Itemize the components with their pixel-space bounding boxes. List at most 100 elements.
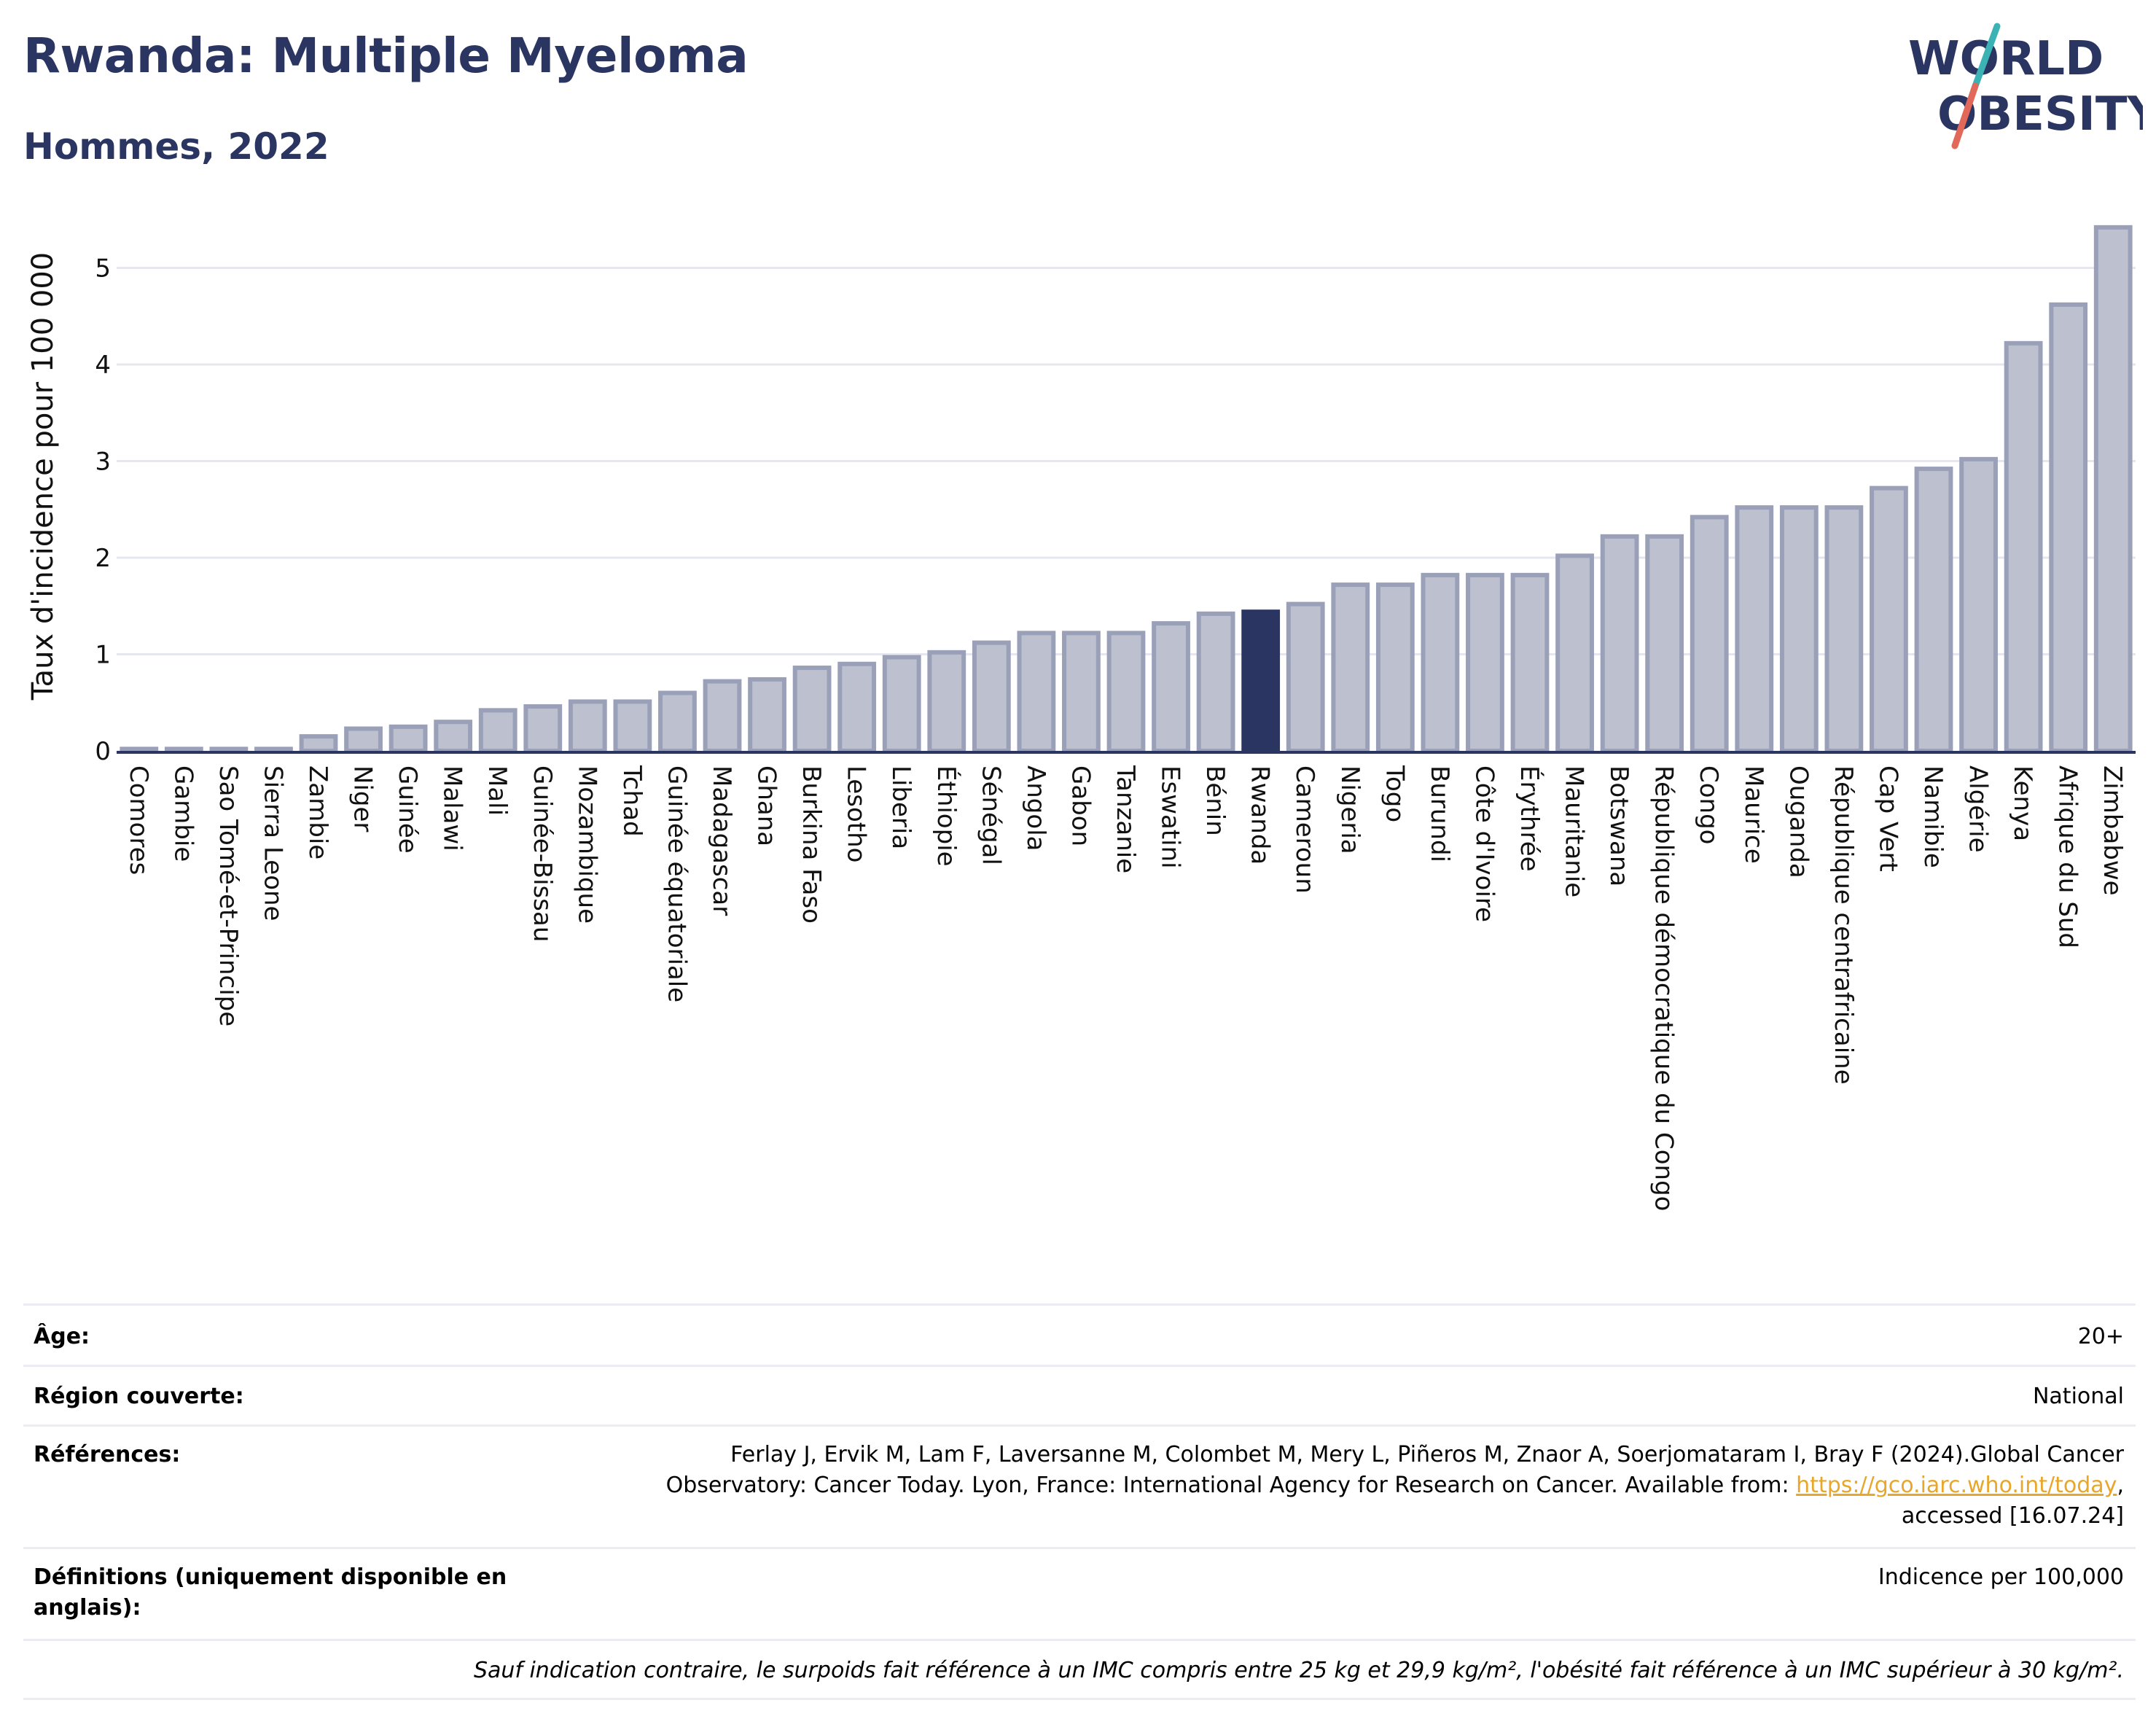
x-tick-label: Algérie [1964, 765, 1993, 853]
x-tick-label: Érythrée [1515, 765, 1544, 872]
x-tick-label: Sénégal [976, 765, 1005, 865]
region-value: National [2032, 1384, 2124, 1409]
x-tick-label: République démocratique du Congo [1649, 765, 1679, 1211]
bar [1779, 505, 1819, 753]
bar [344, 726, 383, 754]
references-line-3: accessed [16.07.24] [1901, 1503, 2124, 1529]
y-axis-label: Taux d'incidence pour 100 000 [26, 252, 60, 701]
logo-line1: WORLD [1908, 32, 2104, 86]
references-value: Ferlay J, Ervik M, Lam F, Laversanne M, … [666, 1440, 2124, 1532]
x-tick-label: Ouganda [1784, 765, 1813, 878]
references-line-1: Ferlay J, Ervik M, Lam F, Laversanne M, … [730, 1442, 2124, 1467]
bar [164, 746, 203, 753]
references-line-2-text: Observatory: Cancer Today. Lyon, France:… [665, 1473, 1797, 1498]
x-tick-label: Afrique du Sud [2053, 765, 2082, 948]
bar [2093, 225, 2133, 754]
bar [792, 666, 832, 753]
bar [1914, 467, 1953, 753]
x-tick-label: Burundi [1425, 765, 1454, 862]
page-title: Rwanda: Multiple Myeloma [23, 28, 749, 84]
bar [1017, 631, 1056, 753]
definitions-label-line-2: anglais): [34, 1595, 141, 1621]
bar [1196, 611, 1235, 753]
bar-chart: 0 1 2 3 4 5 Comores Gambie Sao Tomé-et-Principe… [26, 225, 2136, 1211]
logo-slash-bottom [1951, 82, 1979, 149]
x-axis-labels: Comores Gambie Sao Tomé-et-Principe Sierra … [124, 765, 2127, 1211]
x-tick-label: Eswatini [1156, 765, 1185, 869]
bar [434, 720, 473, 753]
x-tick-label: Nigeria [1335, 765, 1364, 854]
x-tick-label: Niger [348, 765, 378, 832]
x-tick-label: Guinée [393, 765, 422, 854]
bar [1286, 601, 1325, 753]
x-tick-label: Madagascar [707, 765, 736, 916]
world-obesity-logo: WORLD OBESITY [1908, 23, 2143, 149]
bar [1510, 572, 1550, 753]
bar [523, 704, 563, 753]
x-tick-label: Mozambique [572, 765, 601, 924]
bar [927, 650, 966, 753]
bar [1959, 456, 1998, 753]
page-subtitle: Hommes, 2022 [23, 125, 329, 168]
y-tick-label: 5 [95, 254, 111, 284]
bar [1375, 582, 1415, 753]
bar [1331, 582, 1370, 753]
x-tick-label: Mali [483, 765, 512, 816]
x-tick-label: Botswana [1604, 765, 1633, 886]
x-tick-label: Togo [1380, 765, 1409, 822]
y-tick-label: 3 [95, 448, 111, 477]
metadata-table: Âge: 20+ Région couverte: National Référ… [23, 1303, 2136, 1700]
y-tick-label: 4 [95, 351, 111, 380]
y-axis-ticks: 0 1 2 3 4 5 [95, 254, 111, 767]
gco-link[interactable]: https://gco.iarc.who.int/today [1796, 1473, 2117, 1498]
age-label: Âge: [34, 1324, 90, 1349]
x-tick-label: Éthiopie [931, 765, 961, 867]
references-line-2: Observatory: Cancer Today. Lyon, France:… [666, 1470, 2124, 1501]
bar [1466, 572, 1504, 753]
bar [120, 746, 159, 753]
bar [658, 690, 697, 753]
bar [1152, 621, 1190, 753]
x-tick-label: Burkina Faso [797, 765, 826, 924]
definitions-value: Indicence per 100,000 [1878, 1564, 2124, 1590]
x-tick-label: Bénin [1200, 765, 1230, 836]
bar [254, 746, 293, 753]
x-tick-label: Mauritanie [1560, 765, 1589, 897]
bar [478, 708, 517, 753]
bar [209, 746, 249, 753]
x-tick-label: Tanzanie [1111, 765, 1140, 873]
references-line-2-end: , [2117, 1473, 2124, 1498]
x-tick-label: Gabon [1066, 765, 1095, 846]
x-tick-label: Cameroun [1290, 765, 1319, 894]
x-tick-label: Liberia [886, 765, 915, 849]
x-tick-label: Comores [124, 765, 153, 875]
bar [1555, 553, 1594, 753]
x-tick-label: Cap Vert [1873, 765, 1902, 872]
meta-row-note: Sauf indication contraire, le surpoids f… [23, 1639, 2136, 1700]
meta-row-region: Région couverte: National [23, 1365, 2136, 1424]
region-label: Région couverte: [34, 1384, 244, 1409]
x-tick-label: Malawi [438, 765, 467, 851]
bar [837, 661, 877, 753]
x-tick-label: Sao Tomé-et-Principe [214, 765, 243, 1026]
bar [388, 724, 428, 753]
meta-row-definitions: Définitions (uniquement disponible en an… [23, 1547, 2136, 1639]
bmi-note: Sauf indication contraire, le surpoids f… [473, 1658, 2124, 1683]
bar [1106, 631, 1146, 753]
bar [703, 679, 742, 753]
logo-slash-top [1972, 23, 2001, 90]
x-tick-label: République centrafricaine [1829, 765, 1858, 1085]
age-value: 20+ [2077, 1324, 2124, 1349]
x-tick-label: Zambie [303, 765, 332, 859]
bar [1824, 505, 1864, 753]
bar [299, 734, 338, 753]
bar [1645, 534, 1684, 753]
x-tick-label: Congo [1694, 765, 1723, 844]
y-tick-label: 1 [95, 641, 111, 670]
bar [1062, 631, 1101, 753]
x-tick-label: Lesotho [842, 765, 871, 862]
x-tick-label: Côte d'Ivoire [1469, 765, 1499, 922]
bar [1421, 572, 1460, 753]
definitions-label-line-1: Définitions (uniquement disponible en [34, 1564, 507, 1590]
bar [1735, 505, 1774, 753]
